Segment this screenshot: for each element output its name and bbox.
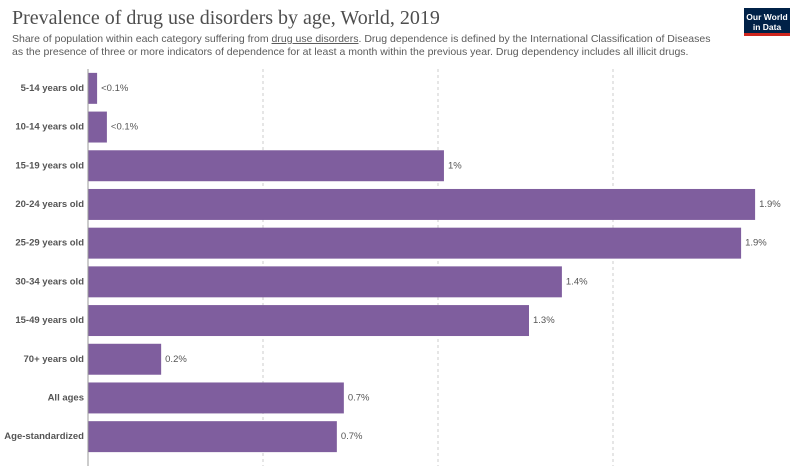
chart-subtitle: Share of population within each category… xyxy=(12,33,712,59)
value-label: 0.7% xyxy=(341,431,363,442)
logo-line: Our World xyxy=(746,12,788,22)
value-label: 1% xyxy=(448,160,462,171)
bar xyxy=(88,72,98,104)
chart-title: Prevalence of drug use disorders by age,… xyxy=(12,7,440,29)
bar xyxy=(88,421,337,453)
bar xyxy=(88,150,444,182)
value-label: 1.9% xyxy=(759,199,781,210)
y-tick-label: 15-19 years old xyxy=(15,160,84,171)
y-tick-label: 5-14 years old xyxy=(21,83,85,94)
value-label: <0.1% xyxy=(101,83,129,94)
y-tick-label: 70+ years old xyxy=(24,354,85,365)
value-label: 1.4% xyxy=(566,276,588,287)
y-tick-label: 10-14 years old xyxy=(15,122,84,133)
subtitle-text: Share of population within each category… xyxy=(12,33,272,45)
value-label: 1.9% xyxy=(745,238,767,249)
bar xyxy=(88,305,529,337)
bar xyxy=(88,227,742,259)
value-label: <0.1% xyxy=(111,122,139,133)
y-tick-label: 25-29 years old xyxy=(15,238,84,249)
bar xyxy=(88,188,756,220)
value-label: 0.2% xyxy=(165,354,187,365)
logo[interactable]: Our World in Data xyxy=(744,8,790,36)
value-label: 0.7% xyxy=(348,392,370,403)
y-tick-label: All ages xyxy=(48,392,84,403)
bar xyxy=(88,111,107,143)
subtitle-link[interactable]: drug use disorders xyxy=(271,33,359,45)
bar xyxy=(88,382,344,414)
y-tick-label: 30-34 years old xyxy=(15,276,84,287)
y-tick-label: 15-49 years old xyxy=(15,315,84,326)
value-label: 1.3% xyxy=(533,315,555,326)
bar xyxy=(88,266,562,298)
y-tick-label: Age-standardized xyxy=(4,431,84,442)
logo-line: in Data xyxy=(752,22,782,32)
subtitle-text: . Drug dependence is defined by the Inte… xyxy=(12,33,711,58)
bar xyxy=(88,343,162,375)
y-tick-label: 20-24 years old xyxy=(15,199,84,210)
